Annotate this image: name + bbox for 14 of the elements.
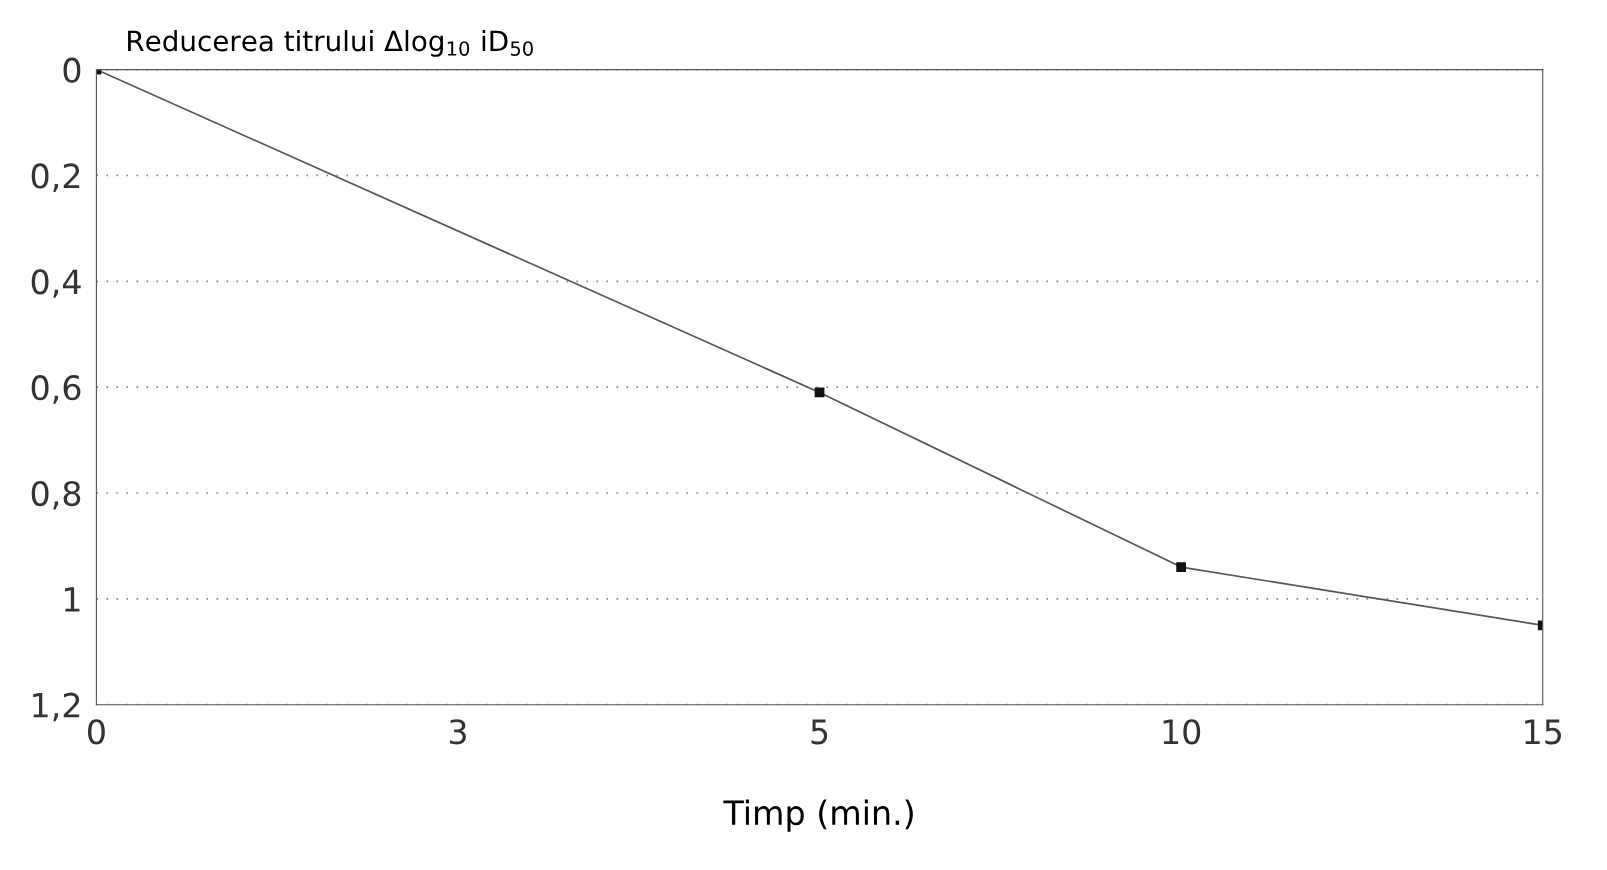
y-tick-label: 0 bbox=[63, 57, 81, 83]
x-tick-label: 5 bbox=[811, 719, 828, 745]
y-tick-label: 0,4 bbox=[31, 269, 81, 298]
y-tick-label: 0,2 bbox=[31, 163, 80, 192]
x-axis-title: Timp (min.) bbox=[723, 799, 913, 832]
y-tick-label: 0,6 bbox=[31, 375, 81, 404]
y-tick-label: 0,8 bbox=[31, 480, 81, 510]
x-tick-label: 10 bbox=[1163, 719, 1201, 745]
y-tick-label: 1 bbox=[64, 587, 80, 612]
x-tick-label: 3 bbox=[449, 719, 466, 745]
y-tick-label: 1,2 bbox=[33, 692, 80, 722]
x-tick-label: 0 bbox=[88, 719, 105, 745]
x-tick-label: 15 bbox=[1525, 719, 1562, 745]
y-axis-title: Reducerea titrului Δlog$_{10}$ iD$_{50}$ bbox=[128, 29, 533, 57]
